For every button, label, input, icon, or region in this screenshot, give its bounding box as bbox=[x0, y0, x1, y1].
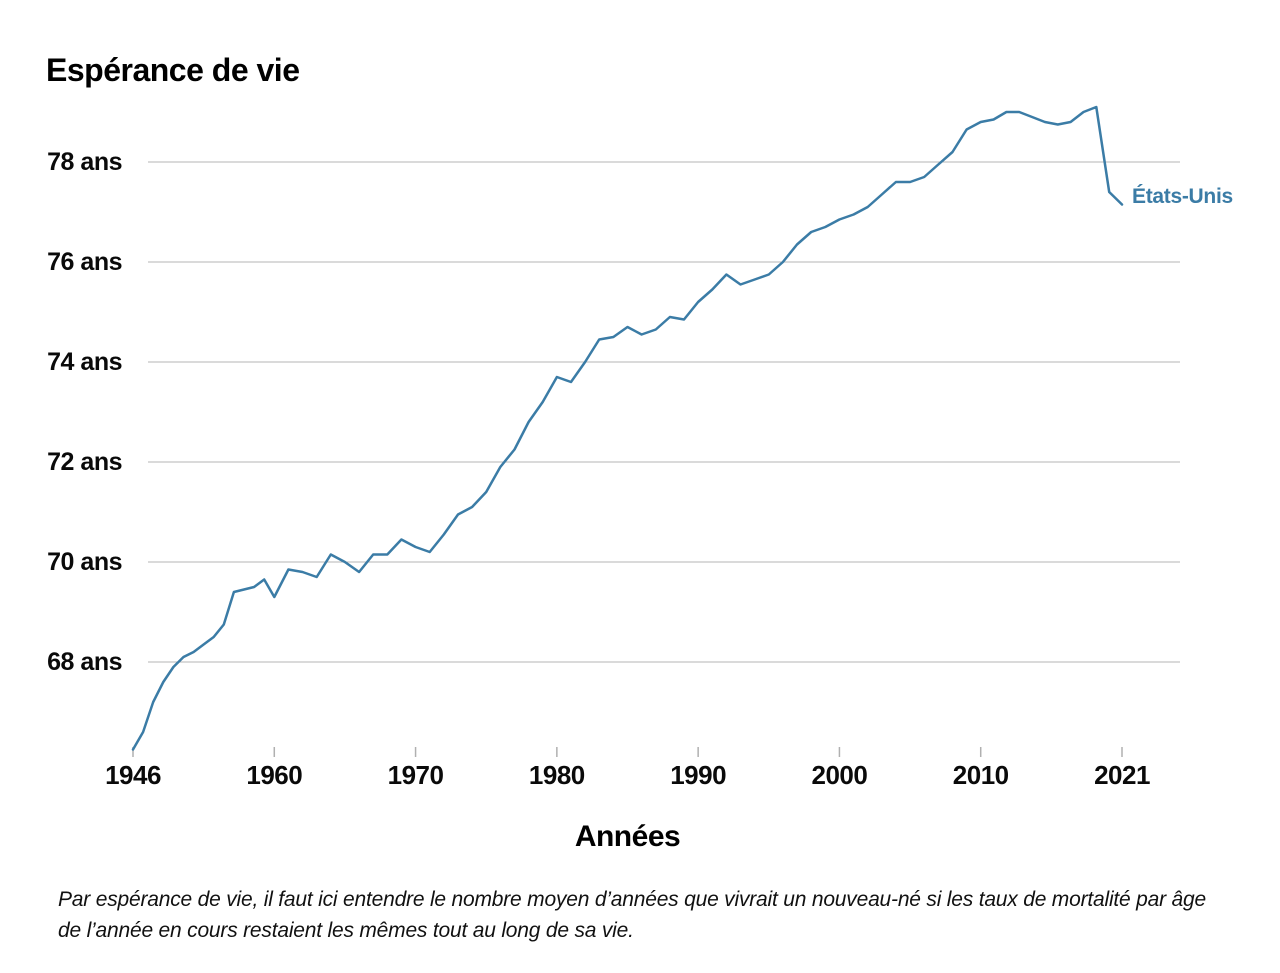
y-tick-label-76: 76 ans bbox=[47, 248, 122, 276]
y-tick-label-70: 70 ans bbox=[47, 548, 122, 576]
x-tick-label-1990: 1990 bbox=[670, 760, 727, 790]
footnote-line-1: Par espérance de vie, il faut ici entend… bbox=[58, 888, 1206, 911]
series-line bbox=[131, 105, 1124, 751]
y-tick-label-74: 74 ans bbox=[47, 348, 122, 376]
x-axis-title: Années bbox=[574, 820, 681, 853]
y-tick-label-68: 68 ans bbox=[47, 648, 122, 676]
x-tick-label-1970: 1970 bbox=[387, 760, 444, 790]
x-tick-label-2010: 2010 bbox=[952, 760, 1009, 790]
x-tick-label-1946: 1946 bbox=[105, 760, 161, 790]
y-tick-label-72: 72 ans bbox=[47, 448, 122, 476]
series-label-etats-unis: États-Unis bbox=[1132, 185, 1233, 208]
chart-footnote: Par espérance de vie, il faut ici entend… bbox=[58, 884, 1206, 946]
x-tick-label-1980: 1980 bbox=[528, 760, 585, 790]
footnote-line-2: de l’année en cours restaient les mêmes … bbox=[58, 919, 634, 942]
chart-title: Espérance de vie bbox=[46, 52, 300, 88]
x-tick-label-2021: 2021 bbox=[1094, 760, 1150, 790]
y-tick-label-78: 78 ans bbox=[47, 148, 122, 176]
x-tick-label-2000: 2000 bbox=[811, 760, 868, 790]
x-tick-label-1960: 1960 bbox=[246, 760, 303, 790]
